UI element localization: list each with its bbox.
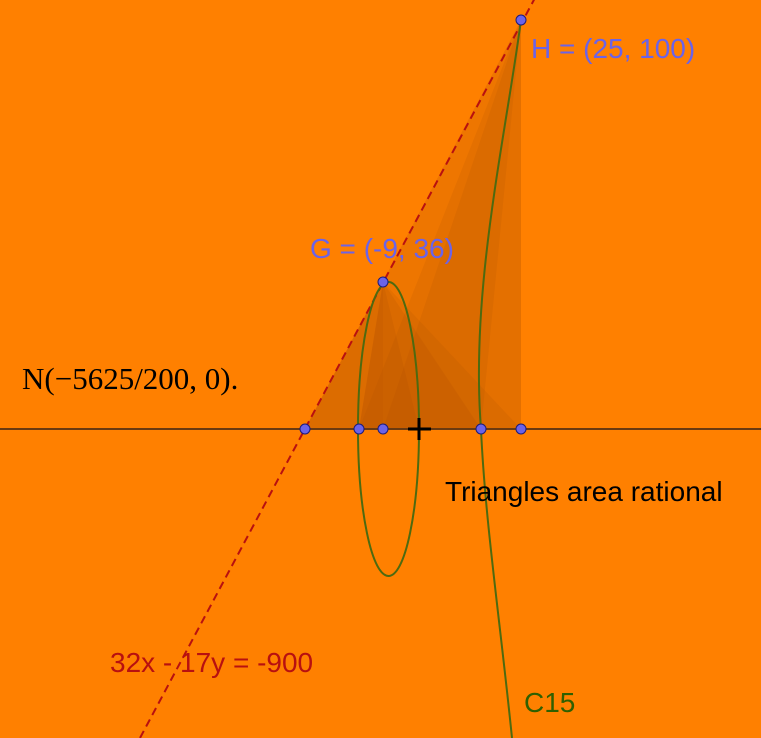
curve-branch: [477, 19, 522, 738]
dashed-line: [139, 0, 535, 738]
point-H-foot[interactable]: [515, 423, 527, 435]
origin-cross: [408, 418, 431, 440]
point-H[interactable]: [515, 14, 527, 26]
point-N[interactable]: [299, 423, 311, 435]
triangle-shade-1: [305, 20, 521, 429]
point-G-foot[interactable]: [377, 423, 389, 435]
triangle-shade-7: [359, 282, 419, 429]
triangle-shade-3: [383, 20, 521, 429]
point-G[interactable]: [377, 276, 389, 288]
label-curve: C15: [524, 687, 575, 718]
label-H: H = (25, 100): [531, 33, 695, 64]
label-line: 32x - 17y = -900: [110, 647, 313, 678]
point-oval-left[interactable]: [353, 423, 365, 435]
label-N: N(−5625/200, 0).: [22, 361, 238, 396]
points: [299, 14, 527, 435]
label-G: G = (-9, 36): [310, 233, 454, 264]
point-branch-x[interactable]: [475, 423, 487, 435]
triangle-shade-5: [359, 282, 481, 429]
label-note: Triangles area rational: [445, 476, 723, 507]
